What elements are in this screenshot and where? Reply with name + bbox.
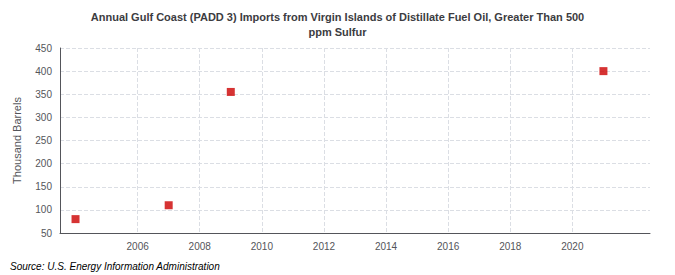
svg-text:2016: 2016 <box>437 241 460 252</box>
svg-text:2014: 2014 <box>375 241 398 252</box>
svg-text:350: 350 <box>35 89 52 100</box>
svg-text:Annual Gulf Coast (PADD 3) Imp: Annual Gulf Coast (PADD 3) Imports from … <box>91 11 584 23</box>
svg-text:150: 150 <box>35 181 52 192</box>
svg-text:ppm Sulfur: ppm Sulfur <box>308 26 367 38</box>
svg-text:2008: 2008 <box>189 241 212 252</box>
svg-text:100: 100 <box>35 204 52 215</box>
svg-text:450: 450 <box>35 43 52 54</box>
svg-text:2020: 2020 <box>561 241 584 252</box>
svg-text:300: 300 <box>35 112 52 123</box>
svg-text:2006: 2006 <box>127 241 150 252</box>
svg-text:Source: U.S. Energy Informatio: Source: U.S. Energy Information Administ… <box>10 261 220 272</box>
svg-text:200: 200 <box>35 158 52 169</box>
svg-text:400: 400 <box>35 66 52 77</box>
svg-text:2018: 2018 <box>499 241 522 252</box>
svg-text:2010: 2010 <box>251 241 274 252</box>
svg-text:2012: 2012 <box>313 241 336 252</box>
svg-text:Thousand Barrels: Thousand Barrels <box>11 97 23 184</box>
svg-text:250: 250 <box>35 135 52 146</box>
svg-text:50: 50 <box>41 228 53 239</box>
